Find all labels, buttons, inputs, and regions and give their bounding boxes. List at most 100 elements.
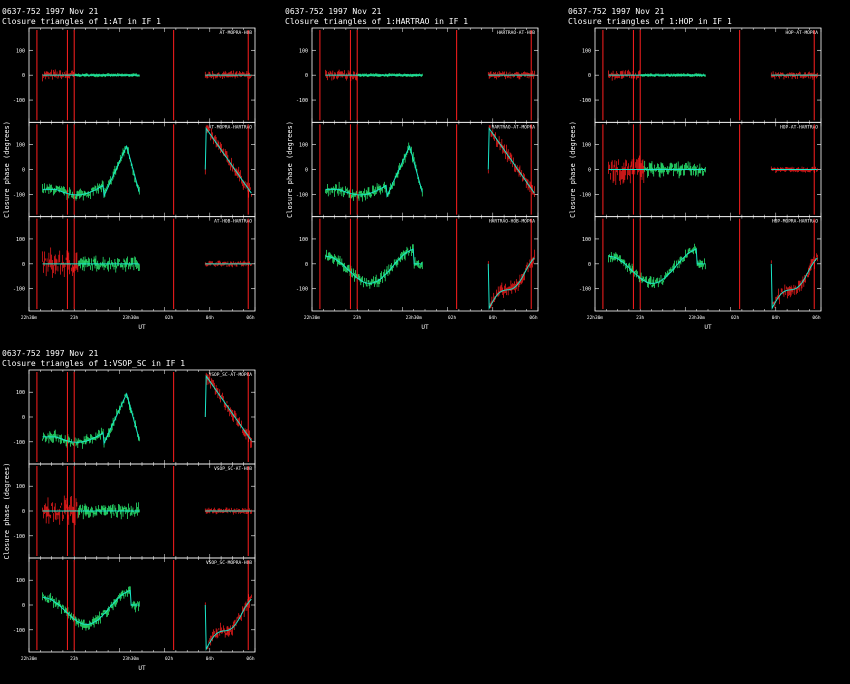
triangle-strip: HARTRAO-HOB-MOPRA 100 0 -100 (296, 216, 539, 312)
model-series (204, 126, 252, 194)
chart-title: Closure triangles of 1:VSOP_SC in IF 1 (2, 359, 185, 368)
x-axis-label: UT (421, 324, 429, 331)
x-tick-label: 02h (165, 656, 173, 662)
triangle-label: HARTRAO-HOB-MOPRA (489, 219, 535, 225)
model-series (325, 248, 423, 284)
model-series (608, 248, 706, 284)
triangle-label: VSOP_SC-AT-MOPRA (209, 372, 253, 378)
chart-title: Closure triangles of 1:HOP in IF 1 (568, 17, 732, 26)
header-source-date: 0637-752 1997 Nov 21 (2, 7, 99, 16)
triangle-label: HARTRAO-AT-MOPRA (492, 124, 536, 130)
triangle-label: AT-HOB-HARTRAO (214, 219, 252, 225)
model-series (487, 126, 535, 194)
y-tick-label: -100 (13, 192, 25, 198)
y-tick-label: -100 (579, 98, 591, 104)
model-series (204, 598, 252, 651)
triangle-label: HOP-MOPRA-HARTRAO (772, 219, 818, 225)
model-series (770, 257, 818, 310)
y-tick-label: -100 (13, 440, 25, 446)
model-series (204, 374, 252, 441)
x-axis-label: UT (704, 324, 712, 331)
triangle-strip: AT-MOPRA-HOB 100 0 -100 (13, 27, 256, 123)
x-tick-label: 06h (812, 315, 820, 321)
x-tick-label: 04h (206, 656, 214, 662)
y-axis-label: Closure phase (degrees) (569, 121, 577, 218)
x-tick-label: 04h (206, 315, 214, 321)
y-tick-label: 100 (582, 48, 591, 54)
triangle-label: AT-MOPRA-HOB (219, 30, 252, 36)
x-tick-label: 23h (70, 656, 78, 662)
y-tick-label: 100 (299, 48, 308, 54)
y-tick-label: 0 (22, 509, 25, 515)
y-tick-label: -100 (13, 98, 25, 104)
model-series (487, 257, 535, 310)
x-tick-label: 23h (353, 315, 361, 321)
x-tick-label: 23h (636, 315, 644, 321)
triangle-strip: VSOP_SC-MOPRA-HOB 100 0 -100 (13, 557, 256, 653)
y-axis-label: Closure phase (degrees) (3, 463, 11, 560)
header-source-date: 0637-752 1997 Nov 21 (2, 349, 99, 358)
x-tick-label: 06h (246, 315, 254, 321)
x-tick-label: 02h (731, 315, 739, 321)
triangle-strip: VSOP_SC-AT-MOPRA 100 0 -100 (13, 369, 256, 465)
y-tick-label: 0 (22, 603, 25, 609)
triangle-label: HARTRAO-AT-HOB (497, 30, 535, 36)
y-tick-label: 0 (588, 73, 591, 79)
x-tick-label: 02h (448, 315, 456, 321)
y-tick-label: -100 (13, 534, 25, 540)
y-tick-label: 0 (305, 73, 308, 79)
y-tick-label: 0 (22, 73, 25, 79)
x-tick-label: 23h30m (689, 315, 706, 321)
x-tick-label: 23h30m (406, 315, 423, 321)
y-tick-label: -100 (296, 98, 308, 104)
y-axis-label: Closure phase (degrees) (3, 121, 11, 218)
y-tick-label: 0 (22, 168, 25, 174)
y-tick-label: 100 (299, 143, 308, 149)
y-tick-label: 0 (22, 262, 25, 268)
y-tick-label: -100 (296, 287, 308, 293)
y-tick-label: 0 (305, 168, 308, 174)
model-series (42, 589, 140, 625)
y-tick-label: 100 (582, 143, 591, 149)
y-tick-label: -100 (296, 192, 308, 198)
chart-title: Closure triangles of 1:AT in IF 1 (2, 17, 161, 26)
header-source-date: 0637-752 1997 Nov 21 (568, 7, 665, 16)
x-tick-label: 22h30m (21, 656, 38, 662)
triangle-label: HOP-AT-HARTRAO (780, 124, 818, 130)
y-tick-label: 0 (588, 168, 591, 174)
triangle-strip: HOP-AT-MOPRA 100 0 -100 (579, 27, 822, 123)
triangle-label: AT-MOPRA-HARTRAO (209, 124, 253, 130)
observed-series (319, 124, 535, 215)
header-source-date: 0637-752 1997 Nov 21 (285, 7, 382, 16)
x-tick-label: 23h30m (123, 656, 140, 662)
y-tick-label: -100 (13, 628, 25, 634)
y-tick-label: 100 (16, 390, 25, 396)
triangle-strip: AT-MOPRA-HARTRAO 100 0 -100 (13, 121, 256, 218)
x-tick-label: 06h (529, 315, 537, 321)
triangle-label: VSOP_SC-MOPRA-HOB (206, 560, 252, 566)
triangle-label: VSOP_SC-AT-HOB (214, 466, 252, 472)
y-tick-label: 0 (588, 262, 591, 268)
y-tick-label: 0 (22, 415, 25, 421)
x-tick-label: 06h (246, 656, 254, 662)
y-tick-label: 100 (16, 143, 25, 149)
chart-title: Closure triangles of 1:HARTRAO in IF 1 (285, 17, 468, 26)
x-tick-label: 04h (772, 315, 780, 321)
y-tick-label: 0 (305, 262, 308, 268)
y-tick-label: 100 (299, 237, 308, 243)
y-axis-label: Closure phase (degrees) (286, 121, 294, 218)
y-tick-label: -100 (579, 192, 591, 198)
y-tick-label: -100 (579, 287, 591, 293)
x-tick-label: 22h30m (21, 315, 38, 321)
triangle-strip: HOP-MOPRA-HARTRAO 100 0 -100 (579, 216, 822, 312)
model-series (42, 144, 140, 198)
y-tick-label: 100 (16, 578, 25, 584)
triangle-strip: AT-HOB-HARTRAO 100 0 -100 (13, 216, 256, 312)
x-tick-label: 23h (70, 315, 78, 321)
y-tick-label: -100 (13, 287, 25, 293)
triangle-label: HOP-AT-MOPRA (785, 30, 818, 36)
x-tick-label: 02h (165, 315, 173, 321)
